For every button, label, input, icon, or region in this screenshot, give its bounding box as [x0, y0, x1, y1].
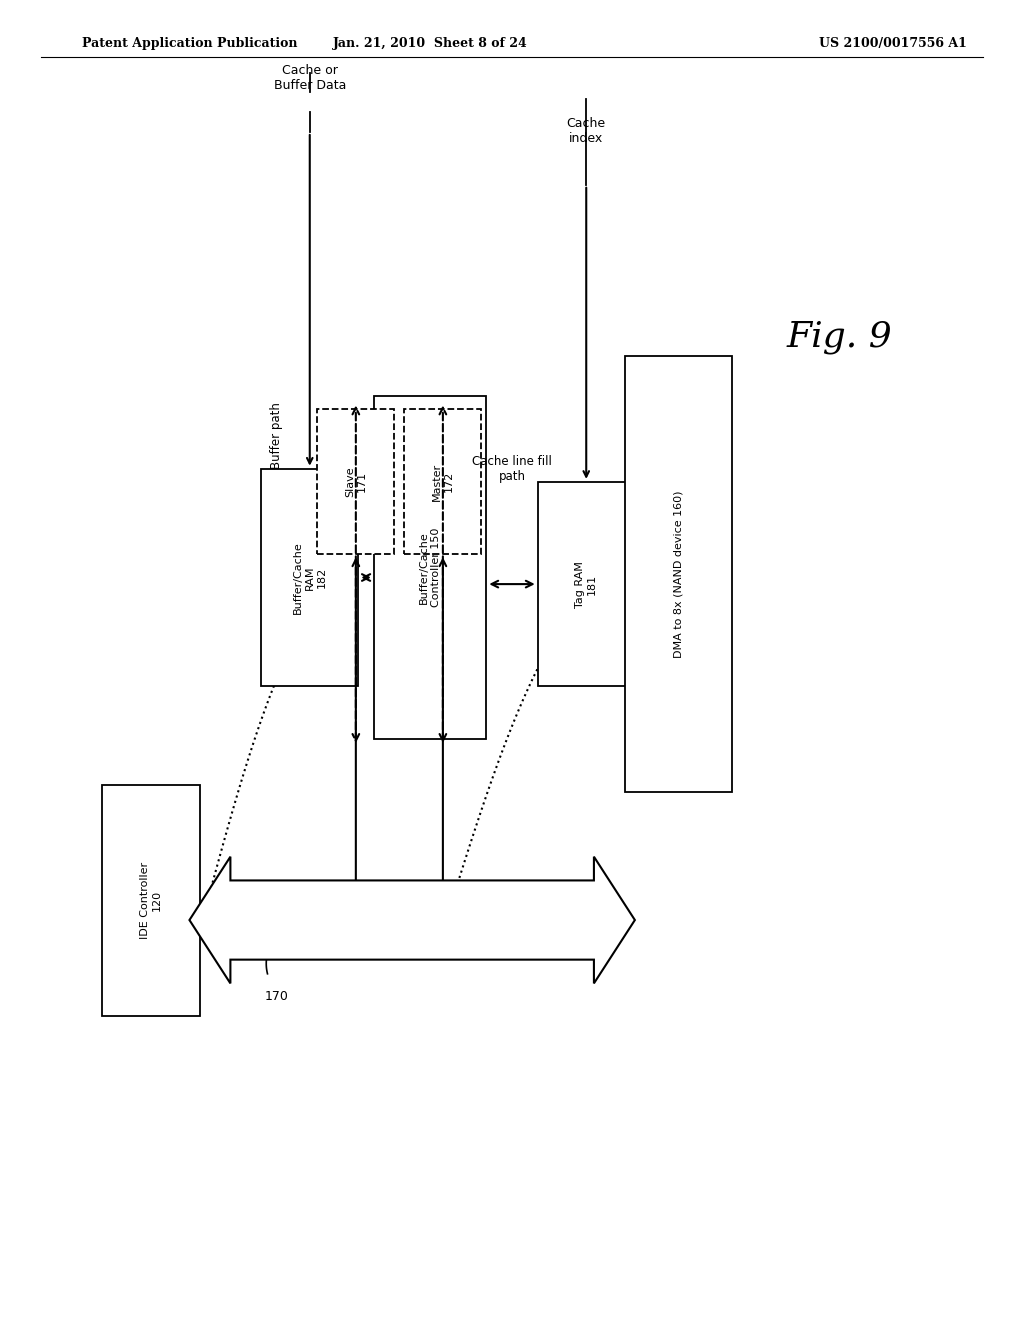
Bar [261, 469, 358, 686]
Text: Cache or
Buffer Data: Cache or Buffer Data [273, 65, 346, 92]
Text: DMA to 8x (NAND device 160): DMA to 8x (NAND device 160) [674, 491, 683, 657]
Text: Master
172: Master 172 [432, 463, 454, 500]
Text: Cache line fill
path: Cache line fill path [472, 454, 552, 483]
Text: Tag RAM
181: Tag RAM 181 [575, 561, 597, 607]
Text: Jan. 21, 2010  Sheet 8 of 24: Jan. 21, 2010 Sheet 8 of 24 [333, 37, 527, 50]
Bar [625, 356, 732, 792]
Bar [317, 409, 394, 554]
Text: 170: 170 [264, 990, 289, 1003]
Text: Slave
171: Slave 171 [345, 466, 367, 498]
Polygon shape [189, 857, 635, 983]
Text: Cache
index: Cache index [566, 117, 606, 145]
Text: Buffer/Cache
Controller 150: Buffer/Cache Controller 150 [419, 528, 441, 607]
Text: IDE Controller
120: IDE Controller 120 [140, 862, 162, 940]
Bar [404, 409, 481, 554]
Bar [374, 396, 486, 739]
Bar [538, 482, 635, 686]
Bar [102, 785, 200, 1016]
Text: Patent Application Publication: Patent Application Publication [82, 37, 297, 50]
Text: US 2100/0017556 A1: US 2100/0017556 A1 [819, 37, 967, 50]
Text: Buffer/Cache
RAM
182: Buffer/Cache RAM 182 [293, 541, 327, 614]
Text: Fig. 9: Fig. 9 [786, 319, 893, 354]
Text: Buffer path: Buffer path [270, 403, 283, 469]
